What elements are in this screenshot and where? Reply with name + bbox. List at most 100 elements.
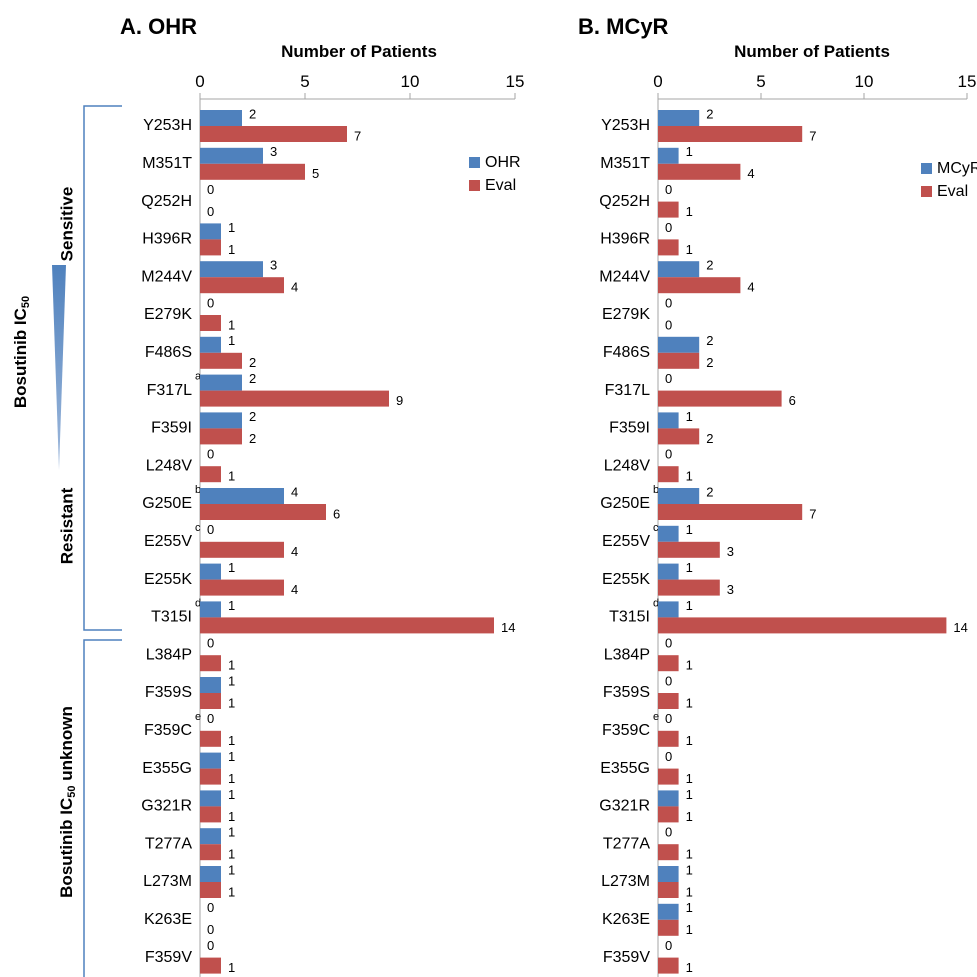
bar-eval xyxy=(658,579,720,596)
category-label: F317L xyxy=(147,382,192,399)
data-label: 4 xyxy=(291,582,298,597)
data-label: 1 xyxy=(228,884,235,899)
bar-ohr xyxy=(200,412,242,429)
data-label: 1 xyxy=(228,749,235,764)
data-label: 3 xyxy=(270,144,277,159)
data-label: 0 xyxy=(665,636,672,651)
data-label: 0 xyxy=(207,522,214,537)
panel-mcyr-xlabel: Number of Patients xyxy=(734,42,890,61)
category-superscript: d xyxy=(653,597,659,609)
data-label: 1 xyxy=(228,598,235,613)
category-label: F359C xyxy=(602,722,650,739)
ic50-label: Bosutinib IC50 xyxy=(11,296,31,408)
data-label: 1 xyxy=(228,333,235,348)
data-label: 1 xyxy=(686,884,693,899)
data-label: 0 xyxy=(207,922,214,937)
data-label: 1 xyxy=(228,220,235,235)
category-label: Y253H xyxy=(143,117,192,134)
data-label: 1 xyxy=(686,733,693,748)
category-label: Y253H xyxy=(601,117,650,134)
bar-eval xyxy=(658,617,947,634)
bar-ohr xyxy=(200,790,221,807)
x-tick-label: 10 xyxy=(855,72,874,91)
bar-eval xyxy=(658,239,679,256)
bar-mcyr xyxy=(658,110,700,126)
category-label: G250E xyxy=(142,495,192,512)
sensitivity-wedge xyxy=(52,265,66,470)
legend-label-eval: Eval xyxy=(937,183,968,200)
data-label: 1 xyxy=(686,847,693,862)
panel-ohr-x-axis: 0 5 10 15 xyxy=(195,72,524,977)
data-label: 1 xyxy=(686,695,693,710)
data-label: 0 xyxy=(665,220,672,235)
unknown-label-suffix: unknown xyxy=(57,706,76,785)
category-label: K263E xyxy=(602,911,650,928)
data-label: 1 xyxy=(228,847,235,862)
bar-eval xyxy=(200,390,389,407)
data-label: 0 xyxy=(207,204,214,219)
category-label: F486S xyxy=(603,344,650,361)
data-label: 1 xyxy=(228,658,235,673)
bar-eval xyxy=(658,201,679,218)
bar-ohr xyxy=(200,110,242,126)
data-label: 1 xyxy=(686,144,693,159)
bar-eval xyxy=(200,730,221,747)
category-label: L384P xyxy=(604,646,650,663)
bar-mcyr xyxy=(658,903,679,920)
category-label: E255K xyxy=(602,571,650,588)
data-label: 3 xyxy=(727,544,734,559)
data-label: 14 xyxy=(953,620,967,635)
bar-ohr xyxy=(200,677,221,693)
category-label: L273M xyxy=(143,873,192,890)
category-label: Q252H xyxy=(599,193,650,210)
category-label: G321R xyxy=(599,798,650,815)
bar-ohr xyxy=(200,147,263,164)
data-label: 0 xyxy=(665,938,672,953)
category-superscript: e xyxy=(653,711,659,723)
bar-eval xyxy=(658,504,803,520)
data-label: 0 xyxy=(665,447,672,462)
data-label: 2 xyxy=(706,355,713,370)
category-label: T277A xyxy=(145,835,192,852)
panel-ohr-legend: OHR Eval xyxy=(469,154,521,194)
data-label: 0 xyxy=(207,182,214,197)
data-label: 14 xyxy=(501,620,515,635)
data-label: 4 xyxy=(291,280,298,295)
category-label: E355G xyxy=(600,760,650,777)
unknown-label-text: Bosutinib IC xyxy=(57,798,76,898)
data-label: 1 xyxy=(228,242,235,257)
data-label: 1 xyxy=(686,469,693,484)
bar-mcyr xyxy=(658,790,679,807)
data-label: 1 xyxy=(228,469,235,484)
bar-eval xyxy=(200,957,221,974)
bar-mcyr xyxy=(658,412,679,429)
bar-eval xyxy=(658,730,679,747)
x-tick-label: 0 xyxy=(195,72,204,91)
data-label: 0 xyxy=(665,825,672,840)
data-label: 1 xyxy=(686,787,693,802)
data-label: 0 xyxy=(665,182,672,197)
category-label: E355G xyxy=(142,760,192,777)
data-label: 6 xyxy=(333,506,340,521)
data-label: 0 xyxy=(207,938,214,953)
panel-ohr: A. OHR Number of Patients 0 5 10 15 Y253HM3… xyxy=(120,14,524,977)
category-label: F486S xyxy=(145,344,192,361)
panel-mcyr: B. MCyR Number of Patients 0 5 10 15 Y253HM… xyxy=(578,14,977,977)
data-label: 1 xyxy=(686,809,693,824)
category-label: E255K xyxy=(144,571,192,588)
data-label: 4 xyxy=(747,166,754,181)
sensitive-bracket xyxy=(83,105,122,631)
bar-eval xyxy=(200,882,221,898)
data-label: 1 xyxy=(228,862,235,877)
legend-label-ohr: OHR xyxy=(485,154,521,171)
category-superscript: d xyxy=(195,597,201,609)
category-label: M351T xyxy=(142,155,192,172)
bar-ohr xyxy=(200,828,221,845)
category-label: F317L xyxy=(605,382,650,399)
bar-eval xyxy=(200,844,221,861)
category-label: H396R xyxy=(142,231,192,248)
data-label: 1 xyxy=(686,560,693,575)
bar-eval xyxy=(200,126,347,142)
bar-eval xyxy=(200,277,284,294)
